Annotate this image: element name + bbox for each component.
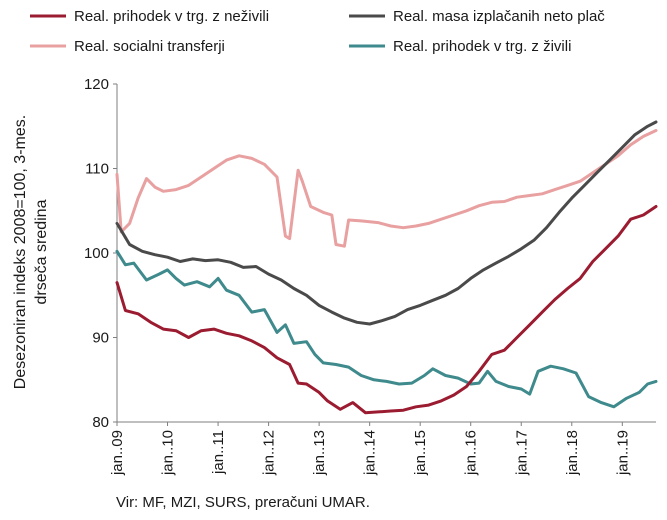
x-tick-label: jan..17 (513, 430, 530, 476)
y-axis: 80 90 100 110 120 (84, 76, 117, 431)
y-axis-title-line-1: Desezoniran indeks 2008=100, 3-mes. (12, 115, 29, 389)
series-line-4 (115, 249, 658, 409)
x-tick-label: jan..11 (210, 430, 227, 475)
legend-label-1: Real. prihodek v trg. z neživili (74, 8, 269, 25)
x-tick-label: jan..12 (261, 430, 278, 476)
source-note: Vir: MF, MZI, SURS, preračuni UMAR. (116, 494, 370, 511)
x-tick-label: jan..14 (362, 430, 379, 476)
series-line-1 (115, 205, 658, 415)
x-axis: jan..09 jan..10 jan..11 jan..12 jan..13 jan..… (109, 422, 631, 476)
y-tick-label: 120 (84, 76, 109, 93)
y-tick-label: 80 (92, 414, 109, 431)
y-axis-title: Desezoniran indeks 2008=100, 3-mes. drse… (12, 115, 50, 389)
x-tick-label: jan..19 (614, 430, 631, 476)
y-tick-label: 90 (92, 330, 109, 347)
x-tick-label: jan..18 (564, 430, 581, 476)
x-tick-label: jan..13 (311, 430, 328, 476)
y-tick-label: 110 (85, 161, 109, 178)
x-tick-label: jan..09 (109, 430, 126, 476)
y-tick-label: 100 (84, 245, 109, 262)
x-tick-label: jan..16 (463, 430, 480, 476)
series-line-2 (115, 120, 658, 326)
chart-legend: Real. prihodek v trg. z neživili Real. ma… (30, 8, 605, 55)
legend-label-2: Real. masa izplačanih neto plač (393, 8, 605, 25)
series-lines (115, 120, 658, 415)
legend-label-3: Real. socialni transferji (74, 38, 225, 55)
x-tick-label: jan..15 (412, 430, 429, 476)
y-axis-title-line-2: drseča sredina (33, 199, 50, 304)
x-tick-label: jan..10 (160, 430, 177, 476)
legend-label-4: Real. prihodek v trg. z živili (393, 38, 571, 55)
series-line-3 (115, 129, 658, 248)
